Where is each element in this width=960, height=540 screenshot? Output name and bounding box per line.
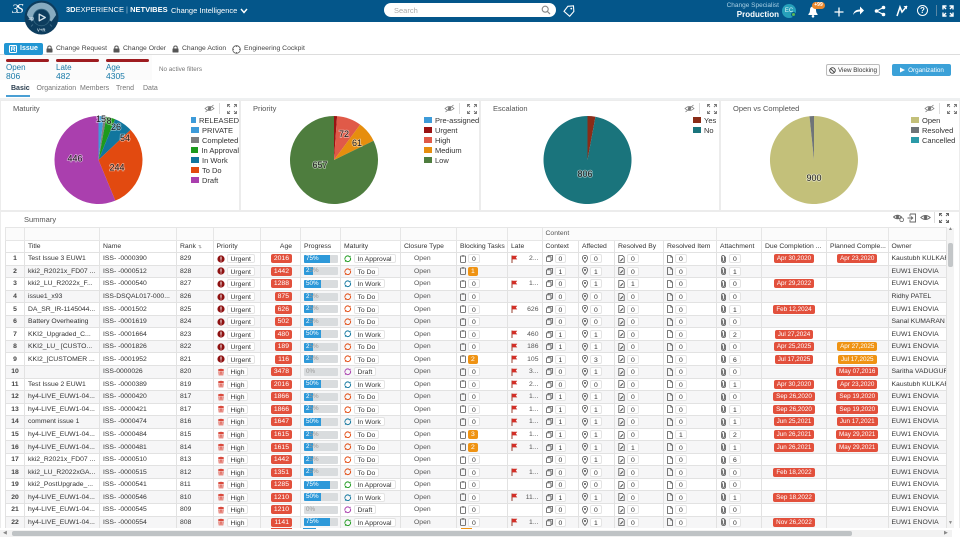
svg-text:244: 244 <box>109 163 124 173</box>
svg-text:3D: 3D <box>29 16 35 21</box>
svg-text:V+R: V+R <box>37 28 46 33</box>
svg-text:72: 72 <box>339 129 349 139</box>
svg-text:15: 15 <box>96 114 106 124</box>
svg-text:446: 446 <box>67 154 82 164</box>
svg-text:26: 26 <box>111 122 121 132</box>
svg-text:8: 8 <box>106 116 111 126</box>
svg-text:806: 806 <box>577 169 592 179</box>
svg-text:54: 54 <box>120 133 130 143</box>
svg-text:61: 61 <box>352 138 362 148</box>
svg-text:900: 900 <box>806 173 821 183</box>
svg-text:657: 657 <box>312 160 327 170</box>
